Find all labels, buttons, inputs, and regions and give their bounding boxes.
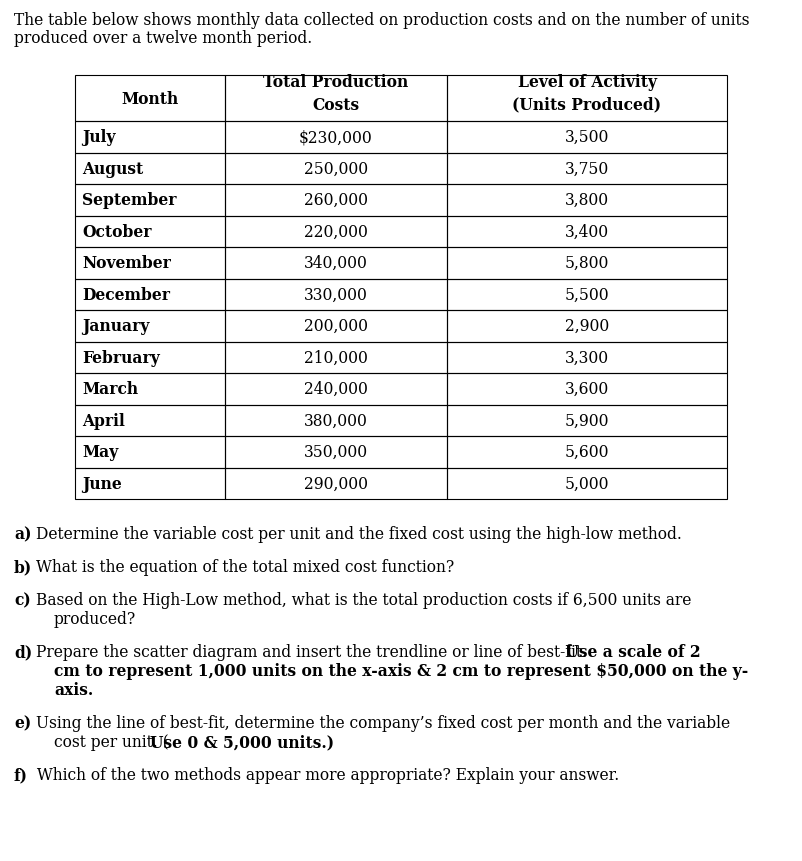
Bar: [75, 405, 225, 437]
Bar: [75, 76, 225, 122]
Text: 3,300: 3,300: [565, 350, 609, 366]
Text: 3,800: 3,800: [565, 192, 609, 209]
Bar: [75, 216, 225, 248]
Text: 380,000: 380,000: [304, 412, 368, 430]
Bar: [447, 216, 727, 248]
Text: May: May: [82, 443, 118, 461]
Text: 250,000: 250,000: [304, 160, 368, 177]
Text: September: September: [82, 192, 176, 209]
Bar: [75, 342, 225, 374]
Text: e): e): [14, 714, 31, 731]
Bar: [447, 279, 727, 311]
Bar: [75, 153, 225, 185]
Bar: [447, 76, 727, 122]
Text: July: July: [82, 129, 115, 146]
Text: November: November: [82, 255, 171, 272]
Bar: [447, 122, 727, 153]
Text: Use 0 & 5,000 units.): Use 0 & 5,000 units.): [150, 734, 334, 750]
Text: February: February: [82, 350, 160, 366]
Bar: [225, 76, 447, 122]
Bar: [225, 248, 447, 279]
Bar: [75, 185, 225, 216]
Text: 5,000: 5,000: [565, 475, 610, 492]
Text: 3,600: 3,600: [565, 381, 610, 398]
Text: Level of Activity
(Units Produced): Level of Activity (Units Produced): [512, 74, 662, 114]
Bar: [447, 342, 727, 374]
Bar: [447, 248, 727, 279]
Bar: [225, 405, 447, 437]
Text: Total Production
Costs: Total Production Costs: [263, 74, 409, 114]
Bar: [447, 405, 727, 437]
Text: 210,000: 210,000: [304, 350, 368, 366]
Bar: [75, 311, 225, 342]
Bar: [447, 374, 727, 405]
Text: 260,000: 260,000: [304, 192, 368, 209]
Text: 340,000: 340,000: [304, 255, 368, 272]
Bar: [225, 374, 447, 405]
Bar: [225, 437, 447, 468]
Text: 350,000: 350,000: [304, 443, 368, 461]
Text: April: April: [82, 412, 125, 430]
Text: 240,000: 240,000: [304, 381, 368, 398]
Text: c): c): [14, 592, 30, 608]
Text: Prepare the scatter diagram and insert the trendline or line of best-fit.: Prepare the scatter diagram and insert t…: [36, 643, 587, 660]
Text: 5,900: 5,900: [565, 412, 610, 430]
Text: Which of the two methods appear more appropriate? Explain your answer.: Which of the two methods appear more app…: [32, 766, 619, 784]
Bar: [75, 437, 225, 468]
Bar: [447, 153, 727, 185]
Bar: [75, 374, 225, 405]
Bar: [225, 342, 447, 374]
Text: cost per unit. (: cost per unit. (: [54, 734, 168, 750]
Text: a): a): [14, 525, 31, 542]
Text: Month: Month: [121, 90, 179, 108]
Text: 3,400: 3,400: [565, 224, 609, 240]
Bar: [447, 468, 727, 499]
Text: Using the line of best-fit, determine the company’s fixed cost per month and the: Using the line of best-fit, determine th…: [36, 714, 730, 731]
Text: The table below shows monthly data collected on production costs and on the numb: The table below shows monthly data colle…: [14, 12, 750, 29]
Text: 3,500: 3,500: [565, 129, 610, 146]
Text: b): b): [14, 558, 32, 575]
Text: 2,900: 2,900: [565, 318, 610, 335]
Bar: [225, 279, 447, 311]
Bar: [225, 468, 447, 499]
Bar: [225, 153, 447, 185]
Text: axis.: axis.: [54, 681, 93, 698]
Text: cm to represent 1,000 units on the x-axis & 2 cm to represent $50,000 on the y-: cm to represent 1,000 units on the x-axi…: [54, 662, 748, 679]
Text: December: December: [82, 287, 170, 303]
Text: March: March: [82, 381, 138, 398]
Bar: [225, 311, 447, 342]
Bar: [75, 468, 225, 499]
Text: June: June: [82, 475, 122, 492]
Text: 290,000: 290,000: [304, 475, 368, 492]
Text: 200,000: 200,000: [304, 318, 368, 335]
Bar: [75, 248, 225, 279]
Text: January: January: [82, 318, 149, 335]
Bar: [225, 122, 447, 153]
Text: Determine the variable cost per unit and the fixed cost using the high-low metho: Determine the variable cost per unit and…: [36, 525, 682, 542]
Text: produced over a twelve month period.: produced over a twelve month period.: [14, 30, 312, 47]
Bar: [447, 311, 727, 342]
Text: f): f): [14, 766, 28, 784]
Text: d): d): [14, 643, 32, 660]
Text: What is the equation of the total mixed cost function?: What is the equation of the total mixed …: [36, 558, 454, 575]
Bar: [447, 437, 727, 468]
Text: 5,600: 5,600: [565, 443, 610, 461]
Text: Use a scale of 2: Use a scale of 2: [560, 643, 701, 660]
Text: $230,000: $230,000: [299, 129, 373, 146]
Text: 5,800: 5,800: [565, 255, 610, 272]
Bar: [447, 185, 727, 216]
Text: 3,750: 3,750: [565, 160, 610, 177]
Text: 5,500: 5,500: [565, 287, 610, 303]
Bar: [225, 185, 447, 216]
Text: October: October: [82, 224, 152, 240]
Bar: [75, 122, 225, 153]
Bar: [225, 216, 447, 248]
Text: Based on the High-Low method, what is the total production costs if 6,500 units : Based on the High-Low method, what is th…: [36, 592, 691, 608]
Text: 220,000: 220,000: [304, 224, 368, 240]
Bar: [75, 279, 225, 311]
Text: 330,000: 330,000: [304, 287, 368, 303]
Text: produced?: produced?: [54, 610, 136, 628]
Text: August: August: [82, 160, 144, 177]
